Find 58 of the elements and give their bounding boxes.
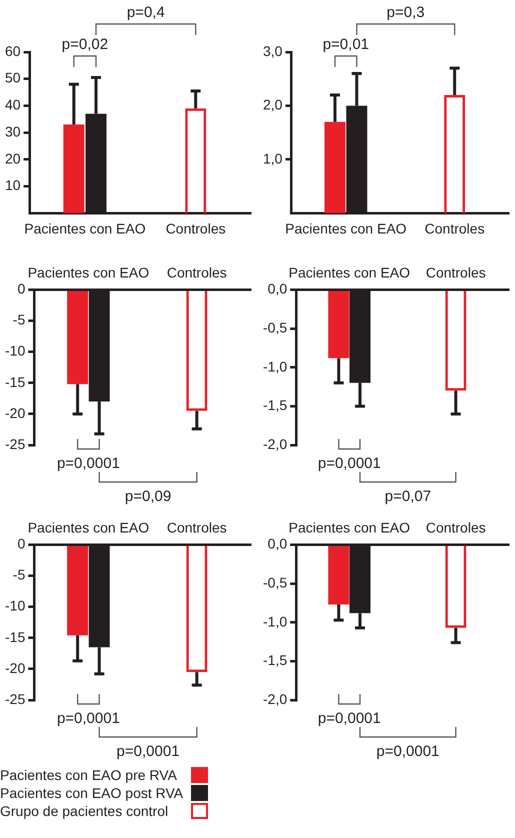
y-tick-label: -1,0 [263, 358, 288, 374]
x-tick-label: Controles [426, 519, 486, 536]
text: p=0,0001 [318, 710, 381, 727]
x-tick-label: Controles [166, 264, 227, 280]
x-tick-label: Pacientes con EAO [24, 220, 146, 236]
y-tick-label: 10 [4, 177, 21, 194]
x-tick-label: Pacientes con EAO [288, 264, 410, 280]
y-tick-label: -10 [5, 342, 26, 359]
y-tick-label: -25 [5, 436, 26, 452]
text: p=0,4 [126, 4, 165, 21]
x-tick-label: Pacientes con EAO [28, 519, 150, 536]
text: p=0,0001 [56, 455, 120, 472]
y-tick-label: -10 [5, 598, 26, 614]
y-tick-label: -1,5 [263, 397, 288, 414]
x-tick-label: Pacientes con EAO [285, 220, 407, 236]
y-tick-label: -2,0 [263, 436, 288, 452]
y-tick-label: 3,0 [262, 42, 283, 59]
y-tick-label: -2,0 [263, 690, 288, 707]
y-tick-label: -1,5 [263, 652, 288, 668]
y-tick-label: -0,5 [263, 574, 288, 590]
x-tick-label: Pacientes con EAO [28, 264, 150, 280]
y-tick-label: 0,0 [268, 536, 288, 552]
text: p=0,0001 [116, 743, 180, 760]
y-tick-label: -25 [5, 690, 26, 707]
y-tick-label: 60 [4, 42, 21, 59]
y-tick-label: -20 [5, 404, 26, 421]
y-tick-label: -20 [5, 660, 26, 676]
text: p=0,0001 [318, 455, 381, 472]
legend-label: Pacientes con EAO post RVA [0, 784, 184, 802]
text: p=0,0001 [376, 743, 440, 760]
y-tick-label: 50 [4, 70, 21, 86]
legend-label: Pacientes con EAO pre RVA [0, 766, 177, 784]
text: p=0,3 [386, 4, 425, 21]
y-tick-label: -5 [12, 312, 26, 328]
y-tick-label: 0 [17, 280, 26, 297]
y-tick-label: 2,0 [262, 96, 283, 113]
x-tick-label: Controles [166, 519, 227, 536]
x-tick-label: Controles [426, 264, 486, 280]
y-tick-label: -15 [5, 374, 26, 390]
legend-label: Grupo de pacientes control [0, 802, 168, 820]
y-tick-label: 30 [4, 123, 21, 140]
x-tick-label: Controles [424, 220, 485, 236]
annotation: p=0,02 [62, 36, 108, 53]
y-tick-label: -5 [12, 566, 26, 583]
x-tick-label: Pacientes con EAO [288, 519, 410, 536]
annotation: p=0,01 [322, 36, 369, 53]
text: p=0,09 [124, 488, 172, 505]
x-tick-label: Controles [166, 220, 226, 236]
y-tick-label: -15 [5, 628, 26, 645]
y-tick-label: -0,5 [263, 319, 288, 336]
y-tick-label: 40 [4, 96, 21, 113]
text: p=0,0001 [56, 710, 120, 727]
y-tick-label: 0,0 [268, 280, 288, 297]
y-tick-label: 1,0 [262, 150, 283, 166]
y-tick-label: 20 [4, 150, 21, 166]
y-tick-label: -1,0 [263, 613, 288, 630]
text: p=0,07 [384, 488, 432, 505]
y-tick-label: 0 [17, 536, 26, 552]
